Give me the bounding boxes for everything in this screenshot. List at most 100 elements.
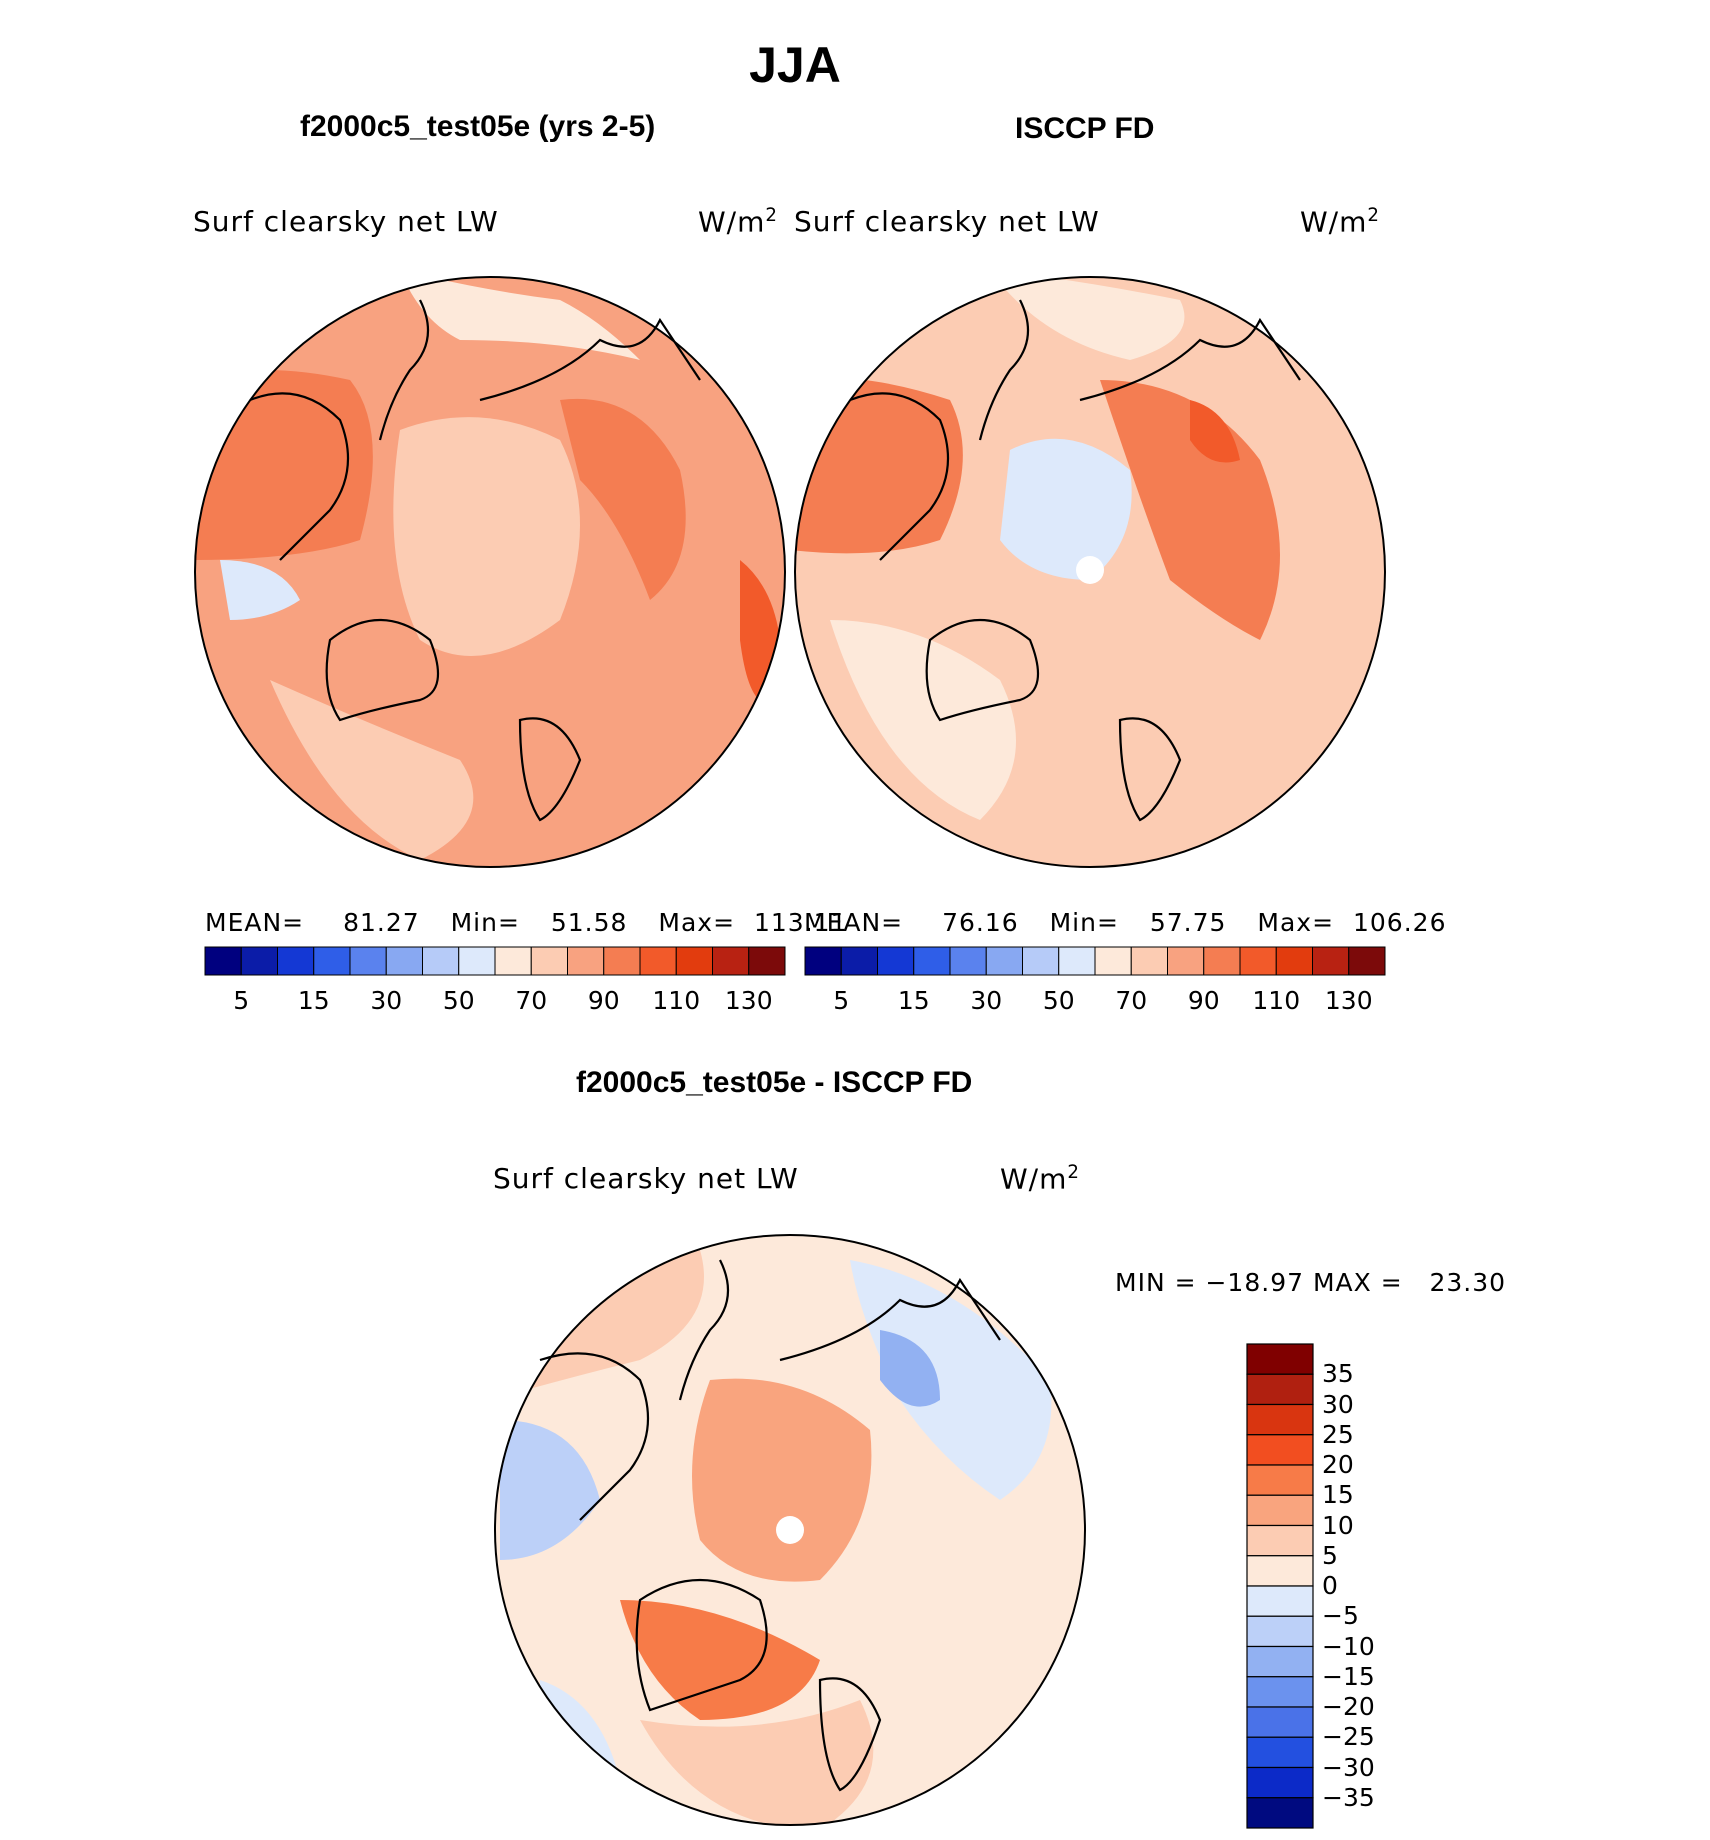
obs-coast-siberia	[1079, 317, 1301, 402]
colorbar-tick-label: −35	[1322, 1782, 1375, 1812]
colorbar-swatch	[1239, 946, 1277, 976]
diff-field-cool-east	[850, 1260, 1052, 1500]
colorbar-swatch	[639, 946, 677, 976]
colorbar-swatch	[204, 946, 242, 976]
colorbar-tick-label: 5	[833, 986, 850, 1015]
model-coast-siberia	[479, 317, 701, 402]
colorbar-tick-label: 10	[1322, 1510, 1354, 1540]
colorbar-tick-label: −20	[1322, 1692, 1375, 1721]
colorbar-tick-label: 5	[233, 986, 250, 1015]
diff-field-greenland-warm	[620, 1600, 820, 1720]
colorbar-swatch	[1246, 1736, 1314, 1769]
model-field-cool-west	[220, 560, 300, 620]
colorbar-tick-label: 90	[587, 986, 620, 1015]
colorbar-swatch	[748, 946, 786, 976]
model-mean-label: MEAN=	[205, 908, 305, 937]
model-field-base	[195, 277, 785, 867]
colorbar-swatch	[840, 946, 878, 976]
obs-field-warmest	[1190, 400, 1240, 463]
obs-coast-greenland	[925, 619, 1040, 722]
colorbar-tick-label: −10	[1322, 1631, 1375, 1661]
obs-field-base	[795, 277, 1385, 867]
model-field-warm-east	[560, 398, 686, 600]
colorbar-swatch	[1246, 1585, 1314, 1617]
colorbar-swatch	[1275, 946, 1313, 976]
diff-coast-alaska	[678, 1259, 730, 1401]
colorbar-swatch	[712, 946, 750, 976]
model-coast-greenland	[325, 619, 440, 722]
colorbar-swatch	[1312, 946, 1350, 976]
colorbar-swatch	[603, 946, 641, 976]
colorbar-tick-label: 15	[897, 986, 930, 1015]
model-max-value: 113.11	[754, 908, 848, 937]
diff-field-pole-warm	[692, 1378, 872, 1582]
obs-min-label: Min=	[1049, 908, 1119, 937]
colorbar-tick-label: 110	[1252, 986, 1301, 1015]
colorbar-swatch	[1058, 946, 1096, 976]
diff-coast-siberia	[779, 1277, 1001, 1362]
colorbar-tick-label: 110	[652, 986, 701, 1015]
colorbar-swatch	[313, 946, 351, 976]
colorbar-swatch	[1246, 1615, 1314, 1648]
colorbar-tick-label: 20	[1322, 1450, 1354, 1479]
model-field-warm-west	[195, 370, 373, 560]
colorbar-tick-label: 30	[370, 986, 403, 1015]
colorbar-swatch	[277, 946, 315, 976]
colorbar-swatch	[1246, 1706, 1314, 1738]
colorbar-swatch	[458, 946, 496, 976]
model-coast-canada	[249, 392, 350, 561]
colorbar-swatch	[567, 946, 605, 976]
colorbar-swatch	[1246, 1434, 1314, 1466]
obs-field-pole-cool	[1000, 438, 1132, 580]
model-min-label: Min=	[450, 908, 520, 937]
colorbar-tick-label: 130	[724, 986, 773, 1015]
colorbar-tick-label: 70	[1115, 986, 1148, 1015]
diff-variable-label: Surf clearsky net LW	[493, 1162, 799, 1195]
diff-units-label: W/m2	[1000, 1162, 1080, 1196]
colorbar-swatch	[1094, 946, 1132, 976]
diff-colorbar	[1246, 1343, 1314, 1829]
colorbar-swatch	[385, 946, 423, 976]
diff-coast-scandinavia	[818, 1677, 882, 1792]
colorbar-tick-label: 90	[1187, 986, 1220, 1015]
colorbar-swatch	[1348, 946, 1386, 976]
diff-field-south-warm	[640, 1700, 874, 1825]
diff-field-cooler-east	[880, 1330, 940, 1407]
obs-max-value: 106.26	[1353, 908, 1447, 937]
obs-min-value: 57.75	[1149, 908, 1227, 937]
colorbar-tick-label: 0	[1322, 1571, 1338, 1600]
colorbar-tick-label: 30	[1322, 1389, 1354, 1419]
colorbar-swatch	[949, 946, 987, 976]
diff-coast-canada	[539, 1352, 650, 1521]
obs-max-label: Max=	[1257, 908, 1335, 937]
obs-panel-title: ISCCP FD	[1015, 112, 1155, 145]
model-field-warmest-east	[740, 560, 782, 704]
colorbar-swatch	[1246, 1797, 1314, 1829]
model-colorbar-ticks: 5 15 30 50 70 90 110 130	[205, 986, 785, 1016]
colorbar-tick-label: 50	[1042, 986, 1075, 1015]
colorbar-swatch	[985, 946, 1023, 976]
colorbar-swatch	[349, 946, 387, 976]
colorbar-tick-label: 25	[1322, 1419, 1354, 1449]
colorbar-swatch	[1246, 1373, 1314, 1406]
obs-coast-canada	[849, 392, 950, 561]
obs-colorbar-ticks: 5 15 30 50 70 90 110 130	[805, 986, 1385, 1016]
obs-mean-label: MEAN=	[804, 908, 904, 937]
obs-map-outline	[794, 276, 1386, 868]
colorbar-swatch	[1246, 1645, 1314, 1678]
obs-coast-scandinavia	[1118, 717, 1182, 822]
colorbar-swatch	[913, 946, 951, 976]
colorbar-swatch	[1130, 946, 1168, 976]
colorbar-swatch	[1246, 1343, 1314, 1375]
colorbar-swatch	[877, 946, 915, 976]
colorbar-swatch	[494, 946, 532, 976]
colorbar-swatch	[1246, 1524, 1314, 1557]
colorbar-tick-label: 70	[515, 986, 548, 1015]
diff-coast-greenland	[635, 1578, 768, 1712]
colorbar-tick-label: −15	[1322, 1661, 1375, 1691]
colorbar-swatch	[1203, 946, 1241, 976]
colorbar-tick-label: −30	[1322, 1752, 1375, 1782]
obs-stats: MEAN= 76.16 Min= 57.75 Max= 106.26	[804, 908, 1446, 937]
colorbar-tick-label: −25	[1322, 1722, 1375, 1752]
obs-units-label: W/m2	[1300, 205, 1380, 239]
